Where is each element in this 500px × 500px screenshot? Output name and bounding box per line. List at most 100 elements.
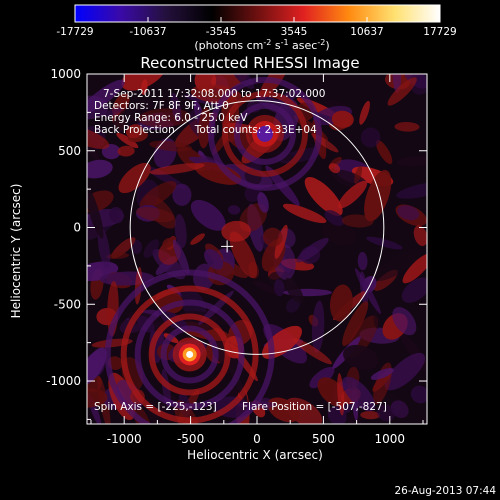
fringe-patch [162,237,174,248]
fringe-patch [263,227,283,247]
fringe-patch [87,347,107,385]
fringe-patch [257,192,269,213]
fringe-patch [387,77,417,106]
timestamp: 26-Aug-2013 07:44 [394,485,496,497]
image-content [87,74,427,424]
fringe-patch [116,132,139,149]
y-tick-label: 500 [58,144,81,158]
fringe-patch [190,84,242,104]
y-tick-label: -1000 [46,374,81,388]
fringe-patch [347,412,362,424]
colorbar-tick-label: -10637 [129,26,166,38]
fringe-patch [252,280,280,295]
fringe-patch [410,74,427,95]
fringe-patch [402,253,427,284]
x-tick-label: 500 [312,432,335,446]
fringe-patch [337,180,368,209]
fringe-patch [324,210,344,226]
fringe-patch [172,239,190,275]
colorbar-ticks: -17729 -10637 -3545 3545 10637 17729 [56,17,457,38]
fringe-patch [373,248,423,281]
x-tick-label: 1000 [375,432,406,446]
flare-fringe-ring [104,269,275,424]
source-blobs [178,120,278,366]
fringe-patch [284,278,304,304]
fringe-patch [204,249,224,270]
fringe-patch [354,166,363,184]
y-axis-label: Heliocentric Y (arcsec) [9,184,23,319]
secondary-fringe-ring [245,114,284,153]
fringe-patch [341,214,374,228]
x-tick-label: -500 [177,432,204,446]
fringe-patch [87,184,104,239]
fringe-patch [370,368,394,380]
fringe-patch [190,199,226,231]
info-method-counts: Back Projection Total counts: 2.33E+04 [94,124,317,136]
flare-fringe-ring [172,337,207,372]
fringe-patch [221,220,251,242]
fringe-patch [364,170,392,222]
fringe-patch [296,237,329,263]
colorbar-tick-label: 17729 [423,26,456,38]
x-tick-label: -1000 [107,432,142,446]
fringe-patch [194,162,242,185]
colorbar: -17729 -10637 -3545 3545 10637 17729 (photons… [56,4,457,52]
secondary-source [256,125,273,142]
fringe-patch [373,310,381,329]
fringe-patch [329,284,353,322]
fringe-patch [413,225,427,247]
fringe-patch [359,100,370,125]
fringe-patch [354,268,381,315]
fringe-patch [390,400,409,419]
fringe-patch [375,140,393,165]
fringe-patch [172,183,192,206]
fringe-patch [410,385,427,404]
image-panel: -1000 -500 0 500 1000 -1000 -500 0 500 1000 [46,67,428,446]
fringe-patch [342,376,376,412]
fringe-patch [121,74,167,91]
fringe-patch [282,203,327,224]
fringe-patch [227,205,241,215]
fringe-patch [111,99,154,133]
flare-fringe-ring [148,313,231,396]
fringe-patch [384,352,426,391]
fringe-texture [87,74,427,424]
flare-position-label: Flare Position = [-507,-827] [242,401,387,413]
fringe-patch [136,207,175,223]
x-tick-label: 0 [253,432,261,446]
info-time-range: 7-Sep-2011 17:32:08.000 to 17:37:02.000 [103,88,325,100]
secondary-fringe-ring [233,102,296,165]
fringe-patch [360,127,381,148]
fringe-patch [394,121,420,132]
y-tick-label: 0 [73,221,81,235]
fringe-patch [328,163,341,174]
fringe-patch [366,236,403,250]
fringe-patch [273,279,285,297]
fringe-patch [229,231,258,279]
fringe-patch [401,277,427,303]
fringe-patch [87,79,125,115]
fringe-patch [103,107,123,118]
fringe-patch [304,177,343,216]
colorbar-tick-label: -3545 [206,26,237,38]
chart-title: Reconstructed RHESSI Image [140,54,359,72]
fringe-patch [106,252,130,259]
fringe-patch [190,233,205,245]
colorbar-strip [74,4,441,23]
colorbar-tick-label: 3545 [281,26,308,38]
fringe-patch [397,205,420,221]
fringe-patch [143,239,160,258]
flare-fringe-ring [160,325,219,384]
spin-axis-marker [221,240,234,253]
fringe-patch [117,145,135,157]
secondary-fringe-ring [221,90,308,177]
fringe-patch [87,159,113,179]
fringe-patch [118,162,151,194]
spin-axis-label: Spin Axis = [-225,-123] [94,401,217,413]
fringe-patch [357,251,368,271]
fringe-patch [343,344,379,370]
fringe-patch [139,181,177,209]
flare-fringe-ring [134,299,245,410]
secondary-fringe-ring [207,76,322,191]
fringe-patch [174,213,187,249]
